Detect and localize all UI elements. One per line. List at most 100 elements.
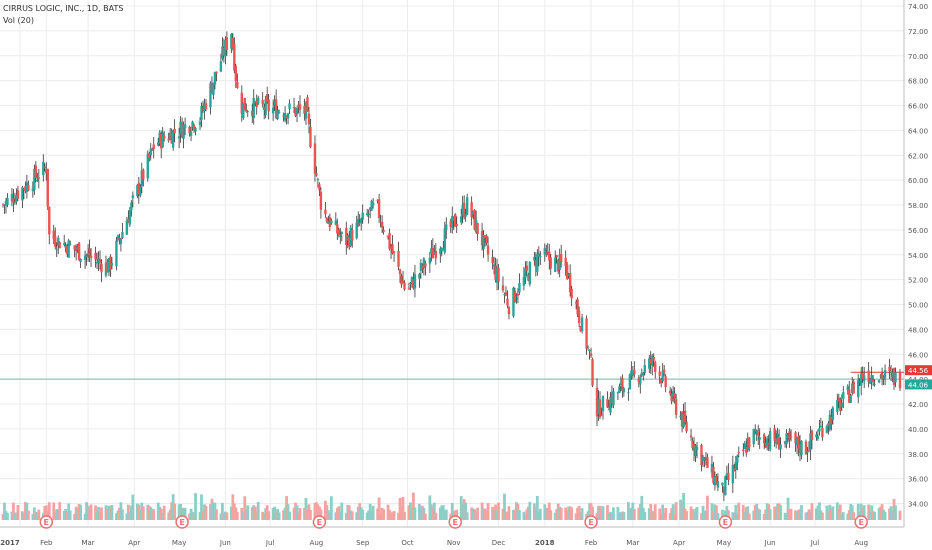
candle-body	[340, 232, 344, 235]
candle-body	[659, 379, 663, 384]
volume-bar	[891, 510, 894, 520]
candle-body	[24, 186, 27, 191]
candle-body	[183, 124, 187, 129]
candle-body	[27, 185, 30, 191]
volume-bar	[397, 512, 400, 520]
candle-body	[157, 142, 160, 146]
volume-bar	[712, 511, 715, 520]
candle-body	[392, 251, 396, 254]
candle-body	[285, 116, 288, 119]
volume-bar	[609, 511, 612, 520]
candle-body	[564, 257, 567, 267]
volume-bar	[65, 511, 69, 520]
volume-bar	[219, 513, 223, 520]
volume-bar	[318, 506, 321, 520]
candle-body	[773, 428, 776, 441]
candle-body	[76, 246, 79, 250]
volume-bar	[52, 502, 56, 520]
candle-body	[189, 131, 193, 136]
volume-bar	[234, 507, 238, 520]
candle-body	[382, 230, 385, 233]
volume-bar	[200, 494, 203, 520]
y-tick-label: 60.00	[908, 177, 928, 185]
volume-bar	[244, 509, 248, 520]
volume-bar	[450, 502, 454, 520]
candle-body	[612, 391, 615, 406]
volume-bar	[370, 511, 374, 520]
candle-body	[127, 218, 130, 223]
y-tick-label: 50.00	[908, 302, 928, 310]
candle-body	[10, 193, 14, 202]
candle-body	[349, 228, 352, 246]
volume-bar	[192, 513, 196, 520]
candle-body	[283, 112, 287, 121]
volume-bar	[323, 500, 327, 520]
candle-body	[776, 433, 779, 444]
candle-body	[779, 444, 782, 450]
candle-body	[177, 136, 181, 139]
volume-bar	[506, 511, 509, 520]
candle-body	[139, 187, 142, 196]
candle-body	[12, 198, 15, 203]
volume-bar	[116, 510, 120, 520]
candle-body	[109, 256, 112, 270]
volume-bar	[861, 507, 865, 520]
candle-body	[576, 299, 579, 315]
volume-bar	[558, 506, 562, 520]
volume-bar	[658, 508, 662, 520]
volume-bar	[282, 510, 285, 520]
candle-body	[21, 187, 24, 201]
candle-body	[585, 318, 588, 349]
volume-bar	[589, 503, 593, 520]
candle-body	[879, 375, 882, 377]
volume-bar	[640, 495, 644, 520]
x-tick-label: May	[172, 539, 186, 547]
candle-body	[658, 371, 661, 376]
candle-body	[252, 97, 255, 119]
x-tick-label: Mar	[626, 539, 639, 547]
volume-bar	[309, 510, 312, 520]
volume-bar	[652, 512, 656, 520]
volume-bar	[856, 503, 860, 520]
candle-body	[746, 440, 749, 451]
candle-body	[471, 211, 475, 215]
volume-bar	[825, 505, 829, 520]
candle-body	[315, 173, 318, 176]
candle-body	[15, 195, 18, 202]
candle-body	[77, 242, 81, 261]
candle-body	[149, 148, 152, 156]
candle-body	[518, 283, 521, 293]
volume-bar	[883, 511, 887, 520]
volume-bar	[846, 513, 850, 520]
candle-body	[461, 205, 464, 214]
volume-bar	[240, 507, 244, 520]
candle-body	[276, 109, 279, 119]
candle-body	[121, 231, 124, 238]
candle-body	[68, 244, 72, 246]
candle-body	[731, 464, 735, 484]
volume-bar	[598, 505, 602, 520]
volume-bar	[670, 508, 674, 520]
x-tick-label: Jun	[764, 539, 776, 547]
volume-bar	[46, 510, 50, 520]
candle-body	[888, 366, 891, 372]
volume-bar	[474, 512, 478, 520]
volume-bar	[534, 506, 538, 520]
candle-body	[434, 250, 438, 259]
candle-body	[201, 108, 205, 111]
candle-body	[668, 390, 672, 394]
volume-bar	[150, 508, 154, 520]
candle-body	[616, 392, 620, 394]
volume-bar	[386, 504, 390, 520]
volume-bar	[131, 494, 135, 520]
candle-body	[570, 288, 573, 299]
volume-bar	[892, 499, 896, 520]
volume-bar	[85, 502, 88, 520]
volume-bar	[682, 492, 685, 520]
candle-body	[330, 220, 333, 224]
candle-body	[360, 218, 363, 223]
volume-bar	[256, 502, 260, 520]
volume-bar	[229, 506, 233, 520]
volume-bar	[800, 505, 803, 520]
